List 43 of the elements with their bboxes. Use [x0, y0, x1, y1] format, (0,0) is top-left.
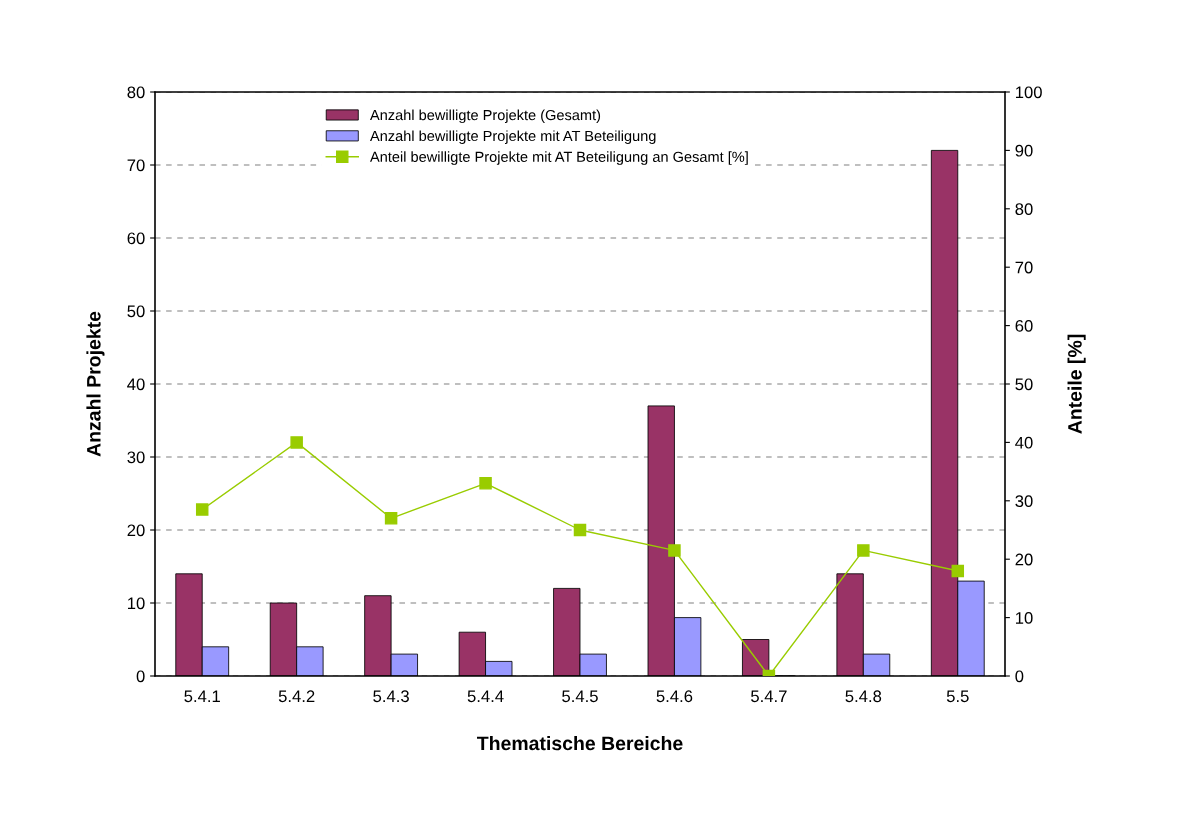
y2-tick-label: 90 — [1015, 144, 1033, 157]
y-tick-label: 10 — [128, 597, 145, 610]
x-tick-label: 5.4.8 — [845, 690, 882, 703]
y-tick-label: 20 — [127, 524, 145, 537]
y2-tick-label: 70 — [1015, 261, 1033, 274]
y-tick-label: 30 — [127, 451, 145, 464]
y2-tick-label: 20 — [1015, 553, 1033, 566]
x-tick-label: 5.4.5 — [562, 690, 598, 703]
legend-label: Anteil bewilligte Projekte mit AT Beteiligung an Gesamt [%] — [370, 151, 748, 165]
x-tick-label: 5.4.1 — [184, 690, 220, 703]
x-tick-label: 5.4.2 — [278, 690, 315, 703]
y-tick-label: 60 — [127, 232, 145, 245]
y2-tick-label: 50 — [1015, 378, 1033, 391]
legend-label: Anzahl bewilligte Projekte mit AT Beteiligung — [370, 130, 656, 144]
x-axis-title: Thematische Bereiche — [477, 735, 683, 751]
y-tick-label: 70 — [127, 159, 145, 172]
point — [857, 544, 870, 557]
y-tick-label: 50 — [127, 305, 145, 318]
y2-tick-label: 10 — [1015, 612, 1033, 624]
point — [290, 436, 303, 449]
x-tick-label: 5.5 — [946, 690, 969, 703]
point — [668, 544, 681, 557]
point — [573, 523, 587, 537]
y2-tick-label: 60 — [1015, 320, 1033, 332]
y-axis-title: Anzahl Projekte — [86, 311, 105, 457]
y2-tick-label: 0 — [1015, 670, 1024, 683]
y2-tick-label: 40 — [1015, 436, 1033, 449]
y-tick-label: 0 — [136, 670, 145, 683]
point — [951, 564, 965, 578]
y-tick-label: 40 — [127, 378, 145, 391]
y2-tick-label: 100 — [1015, 86, 1042, 99]
x-tick-label: 5.4.6 — [656, 690, 693, 703]
y2-tick-label: 30 — [1015, 495, 1033, 507]
y2-tick-label: 80 — [1015, 203, 1033, 215]
legend-label: Anzahl bewilligte Projekte (Gesamt) — [370, 109, 601, 124]
y-tick-label: 80 — [127, 86, 145, 99]
point — [479, 477, 492, 490]
x-tick-label: 5.4.7 — [751, 690, 787, 703]
point — [195, 503, 209, 516]
x-tick-label: 5.4.3 — [373, 690, 409, 703]
point — [384, 512, 398, 525]
y2-axis-title: Anteile [%] — [1067, 334, 1086, 434]
x-tick-label: 5.4.4 — [467, 690, 504, 703]
